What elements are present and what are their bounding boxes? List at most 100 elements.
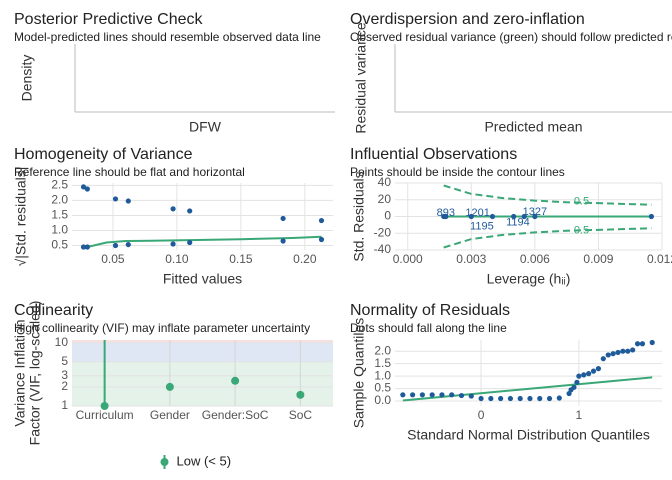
point xyxy=(590,368,597,374)
y-tick-label: 5 xyxy=(61,354,68,368)
x-tick-label: 0 xyxy=(478,408,485,422)
point xyxy=(571,384,577,390)
panel-title: Homogeneity of Variance xyxy=(14,146,193,163)
panel-subtitle: Reference line should be flat and horizo… xyxy=(14,165,245,179)
zone xyxy=(72,340,333,343)
x-tick-label: 0.05 xyxy=(101,252,125,266)
x-tick-label: Gender:SoC xyxy=(202,408,269,422)
point xyxy=(187,208,193,214)
point xyxy=(439,392,445,398)
point xyxy=(318,236,325,243)
contour-line xyxy=(443,184,652,206)
x-tick-label: 0.006 xyxy=(520,252,550,266)
point xyxy=(517,395,523,402)
annotation: 0.5 xyxy=(574,195,589,207)
y-tick-label: 0.5 xyxy=(374,381,391,395)
point xyxy=(615,349,621,356)
x-axis-label: Fitted values xyxy=(163,271,242,287)
y-tick-label: 0 xyxy=(384,209,391,223)
point xyxy=(125,241,131,248)
point xyxy=(511,213,517,220)
y-axis-label: Density xyxy=(19,55,35,102)
y-tick-label: 1.0 xyxy=(374,368,391,382)
y-axis-label: Std. Residuals xyxy=(351,171,367,261)
x-tick-label: Gender xyxy=(150,408,190,422)
point xyxy=(634,341,641,347)
right-column: Overdispersion and zero-inflation Observe… xyxy=(350,11,672,443)
point xyxy=(443,213,449,220)
point xyxy=(527,395,533,402)
point xyxy=(648,213,655,220)
y-tick-label: 0.0 xyxy=(374,393,391,407)
y-tick-label: 1.5 xyxy=(51,208,68,222)
x-tick-label: 0.15 xyxy=(229,252,253,266)
point xyxy=(429,392,435,398)
point xyxy=(84,186,90,192)
point xyxy=(630,347,636,353)
y-tick-label: 2.0 xyxy=(51,193,68,207)
point xyxy=(478,395,484,402)
legend-label: Low (< 5) xyxy=(177,453,232,468)
panel-title: Influential Observations xyxy=(350,146,517,163)
point xyxy=(318,217,325,224)
point xyxy=(498,395,504,402)
point xyxy=(468,393,474,399)
y-axis-label: Sample Quantiles xyxy=(351,318,367,429)
point xyxy=(620,348,626,354)
legend-key xyxy=(160,458,169,466)
x-tick-label: Curriculum xyxy=(76,408,134,422)
point xyxy=(112,242,119,249)
y-tick-label: 10 xyxy=(55,335,69,349)
y-tick-label: -40 xyxy=(374,242,392,256)
panel-title: Collinearity xyxy=(14,302,93,319)
y-tick-label: 2.0 xyxy=(374,343,391,357)
y-tick-label: 2.5 xyxy=(51,178,68,192)
point xyxy=(125,198,131,204)
y-axis-label: Variance Inflation xyxy=(12,319,28,426)
point xyxy=(170,241,176,247)
y-tick-label: 20 xyxy=(378,192,392,206)
x-tick-label: SoC xyxy=(289,408,313,422)
point xyxy=(80,244,87,250)
point xyxy=(100,402,109,410)
x-tick-label: 0.20 xyxy=(293,252,317,266)
point xyxy=(586,371,592,377)
panel-subtitle: High collinearity (VIF) may inflate para… xyxy=(14,321,310,335)
point xyxy=(280,238,286,244)
y-tick-label: 40 xyxy=(378,175,392,189)
point xyxy=(400,392,406,398)
point xyxy=(488,395,494,402)
point xyxy=(468,213,474,220)
point xyxy=(84,244,90,250)
y-axis-label: Residual variance xyxy=(353,22,369,133)
reference-line xyxy=(83,235,322,249)
point xyxy=(489,213,496,220)
point xyxy=(649,339,655,346)
x-tick-label: 0.003 xyxy=(456,252,486,266)
point xyxy=(581,372,587,378)
point xyxy=(595,366,602,372)
annotation: 1327 xyxy=(523,206,547,218)
point xyxy=(556,395,562,401)
point xyxy=(296,390,305,399)
point xyxy=(605,352,611,358)
panel-subtitle: Dots should fall along the line xyxy=(350,321,507,335)
x-axis-label: Standard Normal Distribution Quantiles xyxy=(407,427,650,443)
y-tick-label: 0.5 xyxy=(51,238,68,252)
point xyxy=(410,392,416,398)
y-axis-label: √|Std. residuals| xyxy=(13,167,29,267)
panel-title: Posterior Predictive Check xyxy=(14,11,204,28)
point xyxy=(576,373,582,379)
x-tick-label: 0.012 xyxy=(647,252,672,266)
panel-subtitle: Points should be inside the contour line… xyxy=(350,165,565,179)
point xyxy=(507,395,514,402)
panel-subtitle: Observed residual variance (green) shoul… xyxy=(350,30,672,44)
point xyxy=(546,395,553,402)
x-tick-label: 0.009 xyxy=(583,252,613,266)
zone xyxy=(72,342,333,362)
y-tick-label: 2 xyxy=(61,379,68,393)
y-tick-label: 1.0 xyxy=(51,223,68,237)
point xyxy=(165,382,174,391)
annotation: 0.5 xyxy=(574,225,589,237)
x-axis-label: Leverage (hᵢᵢ) xyxy=(487,271,571,287)
